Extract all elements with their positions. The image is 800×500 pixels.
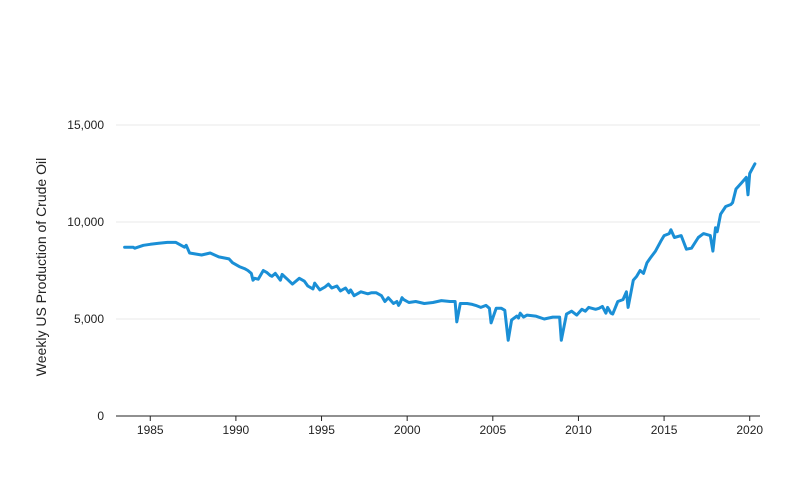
series-line-crude-oil-production	[123, 162, 757, 342]
y-tick-label: 15,000	[67, 118, 104, 132]
y-axis-title: Weekly US Production of Crude Oil	[33, 158, 49, 376]
y-tick-label: 10,000	[67, 215, 104, 229]
x-tick-label: 2000	[394, 423, 421, 437]
x-tick-label: 2020	[736, 423, 763, 437]
x-tick-label: 2010	[565, 423, 592, 437]
x-tick-label: 1995	[308, 423, 335, 437]
y-tick-label: 5,000	[74, 312, 104, 326]
y-tick-label: 0	[97, 409, 104, 423]
gridlines	[116, 124, 760, 320]
y-axis-ticks: 0 5,000 10,000 15,000	[67, 118, 104, 423]
x-axis-ticks: 1985 1990 1995 2000 2005 2010 2015 2020	[137, 423, 763, 437]
x-tick-label: 1985	[137, 423, 164, 437]
x-axis	[116, 415, 760, 421]
x-tick-label: 2005	[479, 423, 506, 437]
x-tick-label: 1990	[223, 423, 250, 437]
x-tick-label: 2015	[651, 423, 678, 437]
